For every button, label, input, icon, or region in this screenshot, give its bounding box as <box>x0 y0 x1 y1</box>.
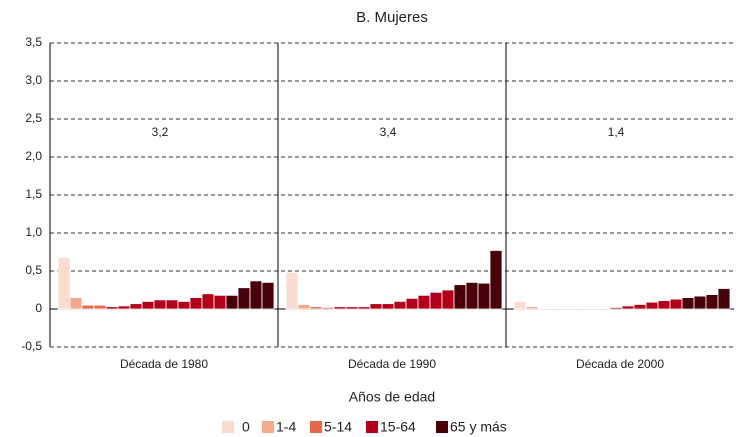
bar <box>657 300 671 310</box>
bar <box>309 306 323 310</box>
bar <box>177 300 191 310</box>
bar <box>153 299 167 310</box>
x-tick-label: Década de 1990 <box>348 357 436 371</box>
bar <box>357 306 371 310</box>
bar <box>117 305 131 310</box>
bar <box>405 297 419 310</box>
bar <box>681 297 695 310</box>
bar <box>165 299 179 310</box>
y-tick-label: 1,0 <box>25 225 42 239</box>
y-tick-label: 0,5 <box>25 263 42 277</box>
y-tick-label: 2,5 <box>25 111 42 125</box>
bar <box>189 297 203 310</box>
bar <box>93 304 107 310</box>
bar <box>213 294 227 310</box>
bar <box>621 305 635 310</box>
y-tick-label: 0 <box>35 301 42 315</box>
legend-label: 65 y más <box>450 419 507 435</box>
bar <box>381 303 395 310</box>
bar <box>105 306 119 310</box>
legend-label: 0 <box>242 419 250 435</box>
bar <box>525 306 539 310</box>
legend-swatch <box>436 421 448 433</box>
bar <box>369 303 383 310</box>
bar <box>333 306 347 310</box>
annotation: 3,4 <box>380 125 397 139</box>
y-tick-label: 3,5 <box>25 35 42 49</box>
bar <box>453 284 467 310</box>
bar <box>561 307 575 310</box>
bar <box>513 300 527 310</box>
bar <box>141 300 155 310</box>
y-tick-label: 1,5 <box>25 187 42 201</box>
bar <box>297 304 311 310</box>
x-axis-label: Años de edad <box>349 389 435 405</box>
bar <box>417 294 431 310</box>
legend-swatch <box>310 421 322 433</box>
x-tick-label: Década de 1980 <box>120 357 208 371</box>
bar <box>669 298 683 310</box>
annotation: 1,4 <box>608 125 625 139</box>
bar <box>573 307 587 310</box>
bar <box>129 303 143 310</box>
annotation: 3,2 <box>152 125 169 139</box>
bar <box>477 282 491 310</box>
bar <box>585 307 599 310</box>
bar <box>465 281 479 310</box>
y-tick-label: 3,0 <box>25 73 42 87</box>
legend-swatch <box>366 421 378 433</box>
bar <box>609 307 623 310</box>
bar <box>237 287 251 310</box>
bar <box>201 293 215 310</box>
bar <box>81 304 95 310</box>
bar <box>393 300 407 310</box>
bar <box>633 304 647 310</box>
bar <box>261 281 275 310</box>
bar <box>321 307 335 310</box>
bar <box>597 307 611 310</box>
bar <box>429 291 443 310</box>
x-tick-label: Década de 2000 <box>576 357 664 371</box>
legend-swatch <box>222 421 234 433</box>
bar <box>69 297 83 310</box>
bar <box>693 295 707 310</box>
bar <box>705 294 719 310</box>
legend-label: 5-14 <box>324 419 352 435</box>
y-tick-label: 2,0 <box>25 149 42 163</box>
bar <box>285 272 299 310</box>
bar <box>225 294 239 310</box>
bar <box>717 288 731 310</box>
bar <box>441 289 455 310</box>
legend-label: 1-4 <box>276 419 296 435</box>
bar <box>249 280 263 310</box>
bar <box>549 307 563 310</box>
bar <box>537 307 551 310</box>
bar <box>345 306 359 310</box>
legend-label: 15-64 <box>380 419 416 435</box>
chart-title: B. Mujeres <box>356 9 428 26</box>
legend-swatch <box>262 421 274 433</box>
bar <box>489 250 503 310</box>
bar <box>645 301 659 310</box>
bar <box>57 256 71 310</box>
y-tick-label: -0,5 <box>21 339 42 353</box>
